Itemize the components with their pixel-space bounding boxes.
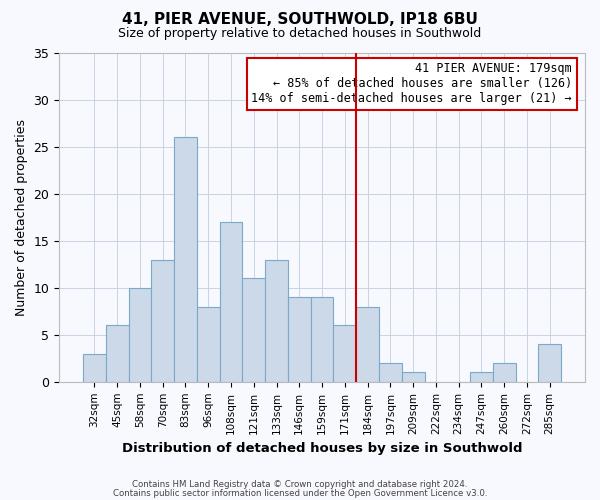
Bar <box>334 326 356 382</box>
Bar <box>151 260 174 382</box>
Bar <box>311 297 334 382</box>
Text: Contains public sector information licensed under the Open Government Licence v3: Contains public sector information licen… <box>113 489 487 498</box>
Bar <box>356 306 379 382</box>
Bar <box>265 260 288 382</box>
Bar <box>220 222 242 382</box>
Bar <box>197 306 220 382</box>
Bar <box>379 363 402 382</box>
Bar <box>493 363 515 382</box>
Bar <box>538 344 561 382</box>
Text: Size of property relative to detached houses in Southwold: Size of property relative to detached ho… <box>118 28 482 40</box>
Bar <box>288 297 311 382</box>
Bar <box>242 278 265 382</box>
Bar <box>83 354 106 382</box>
Bar <box>470 372 493 382</box>
Bar <box>174 137 197 382</box>
Y-axis label: Number of detached properties: Number of detached properties <box>15 118 28 316</box>
Text: 41, PIER AVENUE, SOUTHWOLD, IP18 6BU: 41, PIER AVENUE, SOUTHWOLD, IP18 6BU <box>122 12 478 28</box>
Bar <box>128 288 151 382</box>
Text: Contains HM Land Registry data © Crown copyright and database right 2024.: Contains HM Land Registry data © Crown c… <box>132 480 468 489</box>
Text: 41 PIER AVENUE: 179sqm
← 85% of detached houses are smaller (126)
14% of semi-de: 41 PIER AVENUE: 179sqm ← 85% of detached… <box>251 62 572 106</box>
X-axis label: Distribution of detached houses by size in Southwold: Distribution of detached houses by size … <box>122 442 523 455</box>
Bar <box>402 372 425 382</box>
Bar <box>106 326 128 382</box>
